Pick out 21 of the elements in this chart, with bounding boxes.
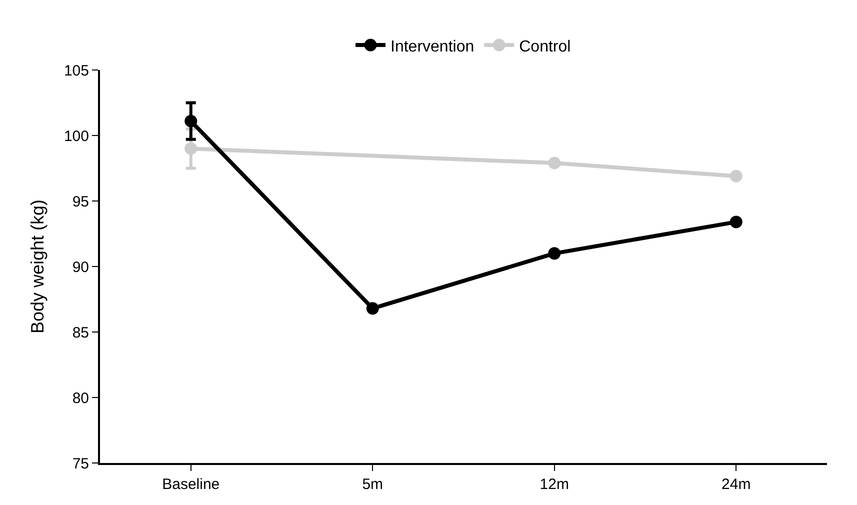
y-tick-label: 95 [72,193,89,210]
y-tick-label: 90 [72,258,89,276]
legend-label: Intervention [390,38,474,56]
point [548,247,561,260]
point [730,170,742,182]
y-tick-label: 105 [64,62,89,80]
y-axis-title: Body weight (kg) [28,199,48,334]
x-tick-label: Baseline [162,476,220,493]
point [548,156,561,170]
y-tick-label: 85 [72,324,89,342]
y-tick-label: 100 [64,128,89,145]
point [730,216,742,228]
legend-label: Control [519,38,571,56]
x-tick-label: 24m [722,476,751,493]
point [184,114,198,128]
point [366,302,379,315]
point [184,142,198,155]
y-tick-label: 80 [72,390,89,407]
x-tick-label: 12m [540,476,569,493]
x-tick-label: 5m [362,476,384,493]
y-tick-label: 75 [72,455,89,472]
